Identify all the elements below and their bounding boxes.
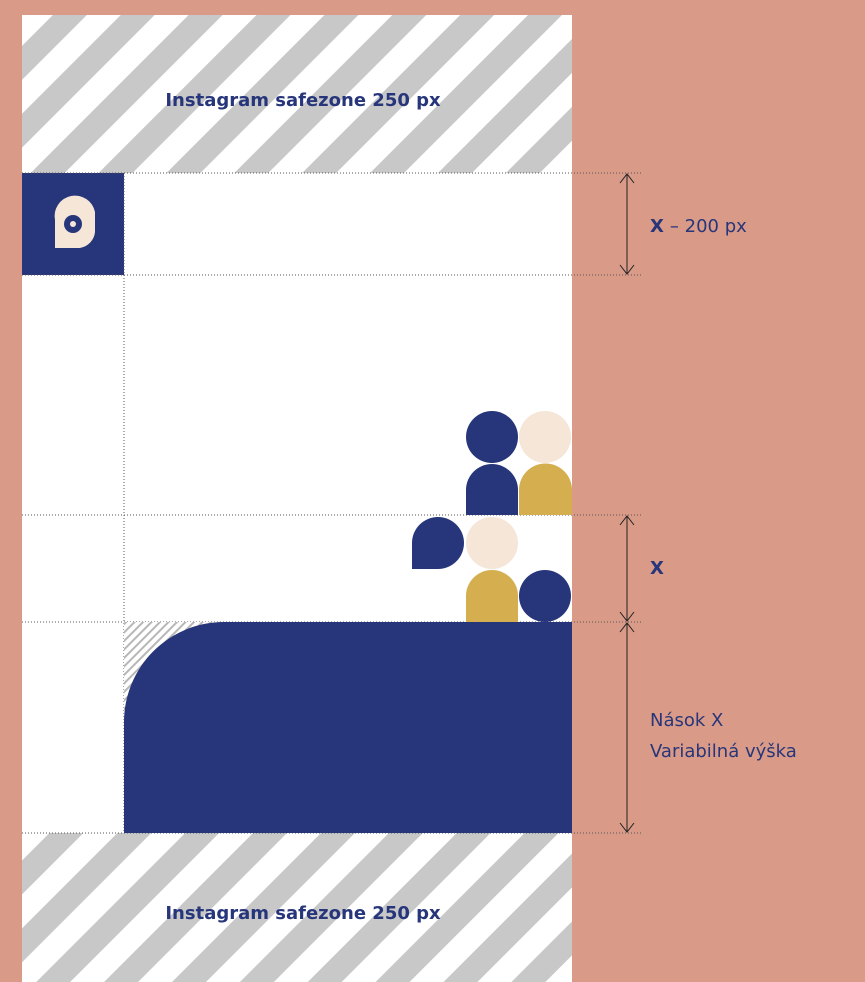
measure-symbol: X (650, 216, 664, 237)
safezone-label: Instagram safezone 250 px (165, 90, 441, 111)
measure-text: Nások X (650, 710, 723, 731)
diagram: Instagram safezone 250 px Instagram safe… (0, 0, 865, 982)
measure-symbol: X (650, 558, 664, 579)
safezone-label: Instagram safezone 250 px (165, 903, 441, 924)
logo (22, 173, 124, 275)
footer-block (124, 622, 572, 833)
measure-text: – 200 px (670, 216, 747, 237)
measure-text: Variabilná výška (650, 741, 797, 762)
